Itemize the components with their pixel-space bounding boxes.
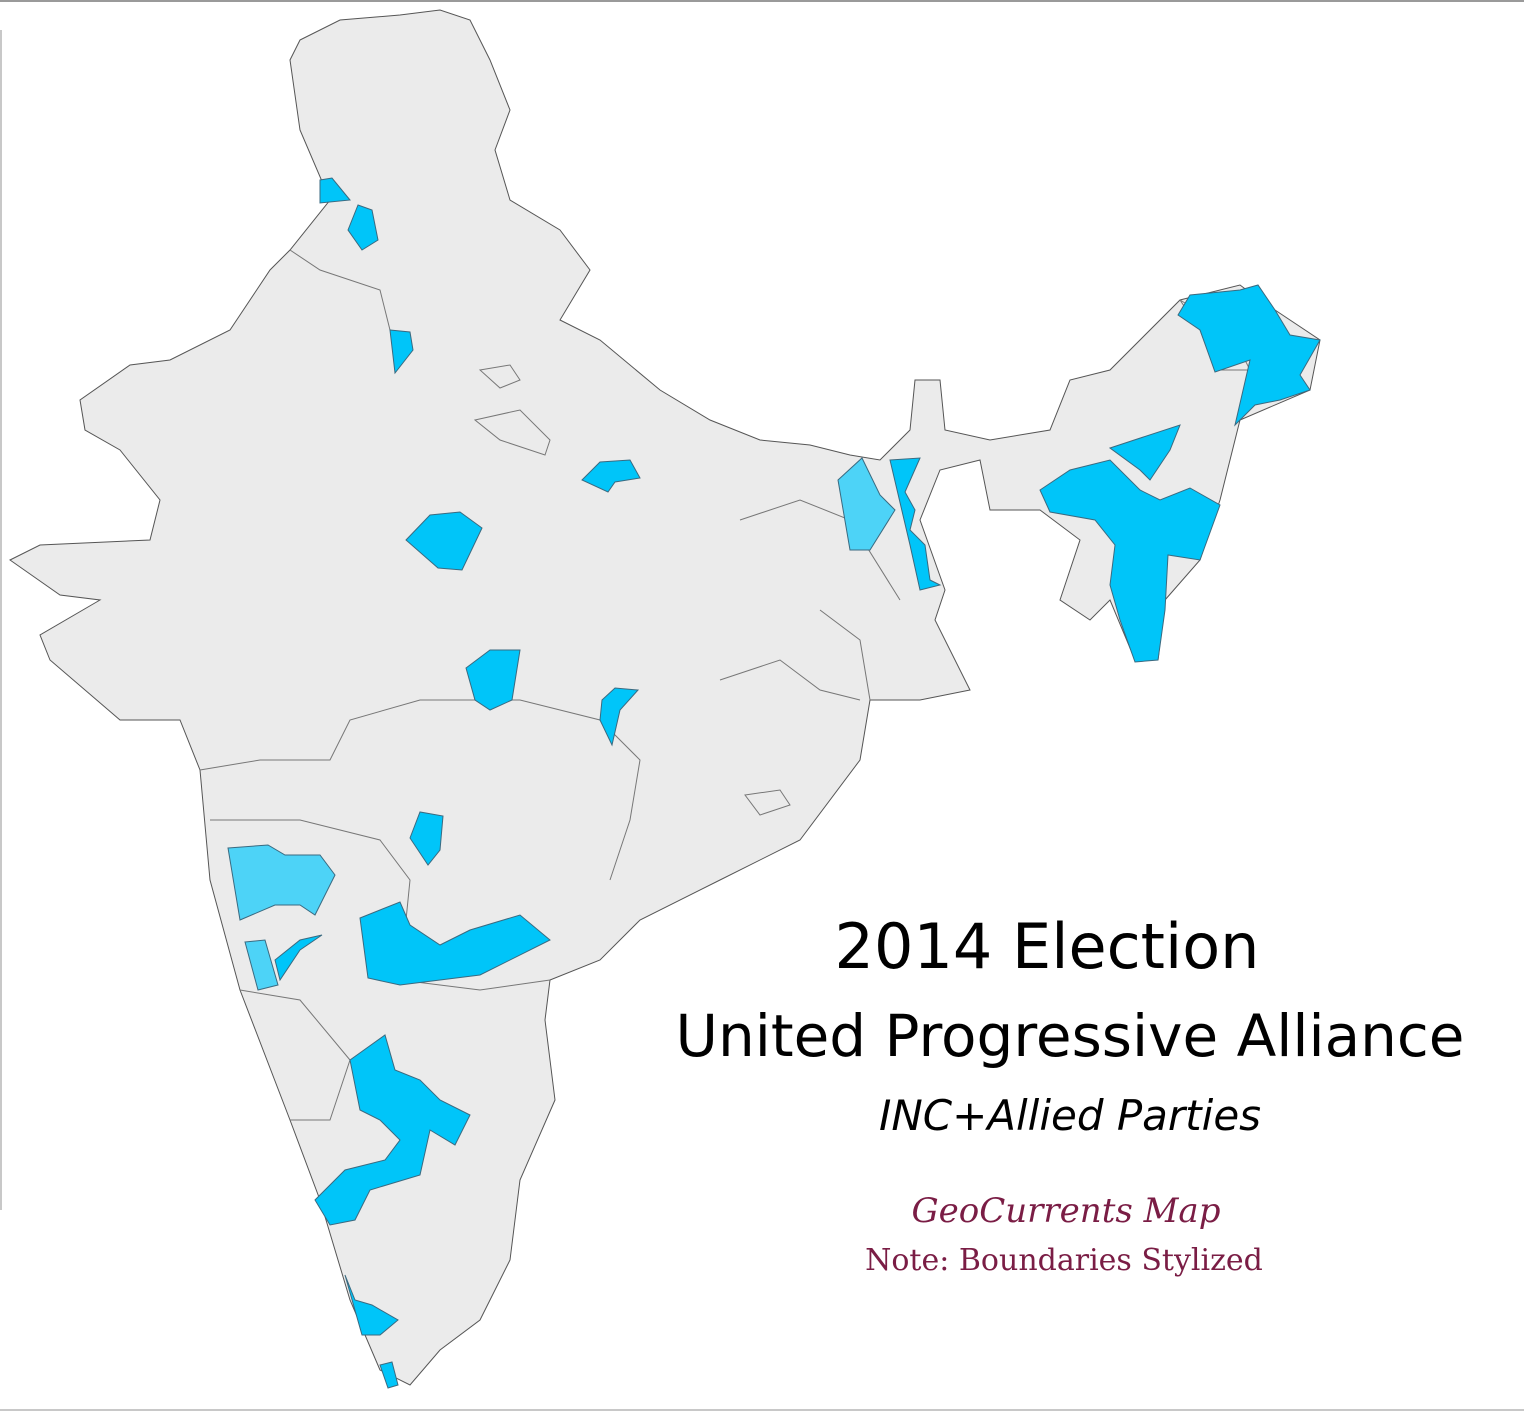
upa-region <box>581 459 641 493</box>
map-subtitle: United Progressive Alliance <box>676 1002 1465 1070</box>
map-caption: INC+Allied Parties <box>879 1091 1261 1140</box>
boundary <box>819 609 871 701</box>
upa-constituencies <box>227 177 1321 1389</box>
boundary <box>199 699 641 881</box>
boundary <box>719 659 861 701</box>
india-outline <box>9 9 1321 1386</box>
boundary <box>473 409 551 456</box>
upa-region-light <box>837 457 896 551</box>
upa-region <box>379 1361 399 1389</box>
upa-region <box>1108 424 1181 481</box>
boundary <box>478 364 521 389</box>
upa-region-light <box>227 844 336 921</box>
upa-region <box>465 649 521 711</box>
upa-region <box>344 1274 399 1336</box>
upa-region <box>1177 284 1321 427</box>
map-title: 2014 Election <box>835 910 1260 983</box>
upa-region <box>405 511 483 571</box>
upa-region <box>274 934 323 982</box>
upa-region <box>347 204 379 251</box>
upa-region <box>314 1034 471 1226</box>
upa-region <box>889 457 942 591</box>
upa-region-light <box>244 939 279 991</box>
upa-region <box>409 811 444 866</box>
upa-region <box>319 177 351 204</box>
map-note: Note: Boundaries Stylized <box>865 1243 1263 1278</box>
upa-region <box>1039 459 1221 663</box>
boundary <box>399 979 551 991</box>
boundary <box>744 789 791 816</box>
map-credit: GeoCurrents Map <box>912 1191 1221 1231</box>
upa-region <box>599 687 640 747</box>
boundary <box>739 499 901 601</box>
upa-region <box>389 329 414 375</box>
upa-region <box>359 901 551 986</box>
boundary <box>210 819 411 981</box>
